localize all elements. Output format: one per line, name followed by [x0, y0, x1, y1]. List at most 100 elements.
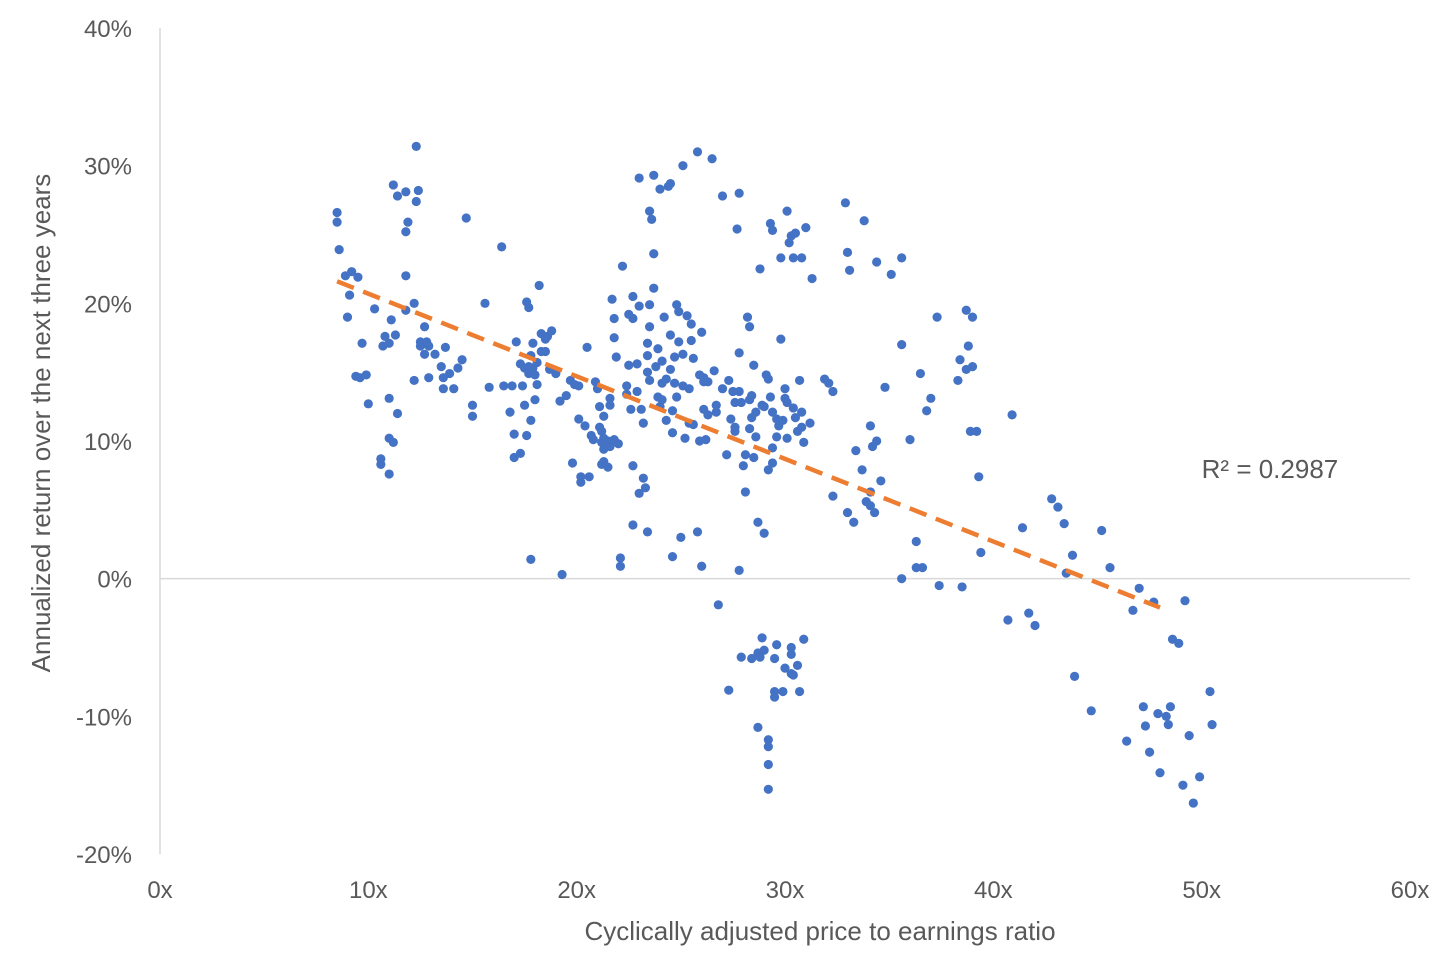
data-point	[759, 645, 769, 655]
data-point	[786, 649, 796, 659]
data-point	[628, 313, 638, 324]
data-point	[363, 399, 373, 409]
data-point	[934, 580, 944, 591]
data-point	[386, 315, 396, 325]
data-point	[522, 430, 532, 441]
data-point	[953, 375, 963, 386]
data-point	[344, 290, 355, 300]
data-point	[628, 461, 638, 471]
data-point	[636, 404, 646, 414]
data-point	[794, 375, 805, 386]
data-point	[763, 759, 773, 770]
data-point	[828, 386, 838, 397]
data-point	[1144, 747, 1155, 757]
data-point	[905, 435, 915, 445]
data-point	[734, 565, 744, 576]
data-point	[638, 418, 648, 428]
data-point	[613, 439, 623, 449]
data-point	[676, 532, 686, 542]
data-point	[667, 552, 678, 562]
data-point	[665, 330, 676, 340]
data-point	[453, 363, 463, 373]
data-point	[797, 407, 807, 417]
data-point	[1086, 706, 1096, 716]
data-point	[615, 561, 626, 571]
data-point	[747, 390, 757, 401]
data-point	[605, 393, 615, 403]
x-tick-label: 20x	[557, 877, 596, 904]
data-point	[794, 686, 805, 697]
data-point	[713, 600, 723, 610]
y-tick-label: 10%	[84, 429, 132, 456]
data-point	[897, 253, 907, 263]
data-point	[659, 312, 669, 322]
data-point	[1097, 525, 1107, 536]
data-point	[384, 338, 394, 348]
data-point	[594, 401, 605, 412]
data-point	[780, 663, 790, 673]
data-point	[524, 302, 534, 313]
data-point	[880, 382, 890, 392]
data-point	[782, 397, 792, 408]
data-point	[609, 313, 619, 324]
data-point	[763, 374, 773, 384]
data-point	[674, 337, 684, 347]
data-point	[976, 547, 986, 558]
data-point	[799, 634, 809, 644]
data-point	[1007, 410, 1017, 420]
data-point	[655, 184, 665, 194]
data-point	[697, 561, 707, 571]
data-point	[547, 326, 557, 336]
data-point	[674, 306, 684, 317]
data-point	[744, 322, 755, 332]
data-point	[628, 291, 638, 302]
data-point	[1178, 780, 1188, 790]
data-point	[1163, 719, 1173, 730]
data-point	[767, 407, 778, 417]
data-point	[897, 574, 907, 584]
data-point	[642, 338, 653, 348]
data-point	[751, 432, 761, 442]
data-point	[865, 421, 876, 431]
data-point	[692, 147, 703, 157]
data-point	[401, 187, 411, 197]
data-point	[1155, 768, 1165, 778]
data-point	[801, 223, 811, 233]
data-point	[1207, 719, 1217, 730]
data-point	[757, 633, 767, 643]
data-point	[782, 433, 792, 443]
data-point	[665, 364, 676, 375]
data-point	[797, 422, 807, 432]
data-point	[788, 253, 798, 263]
data-point	[561, 390, 571, 401]
data-point	[686, 335, 696, 346]
data-point	[1017, 523, 1028, 533]
data-point	[897, 340, 907, 350]
data-point	[430, 349, 440, 359]
data-point	[680, 433, 690, 443]
data-point	[517, 381, 528, 391]
data-point	[461, 213, 471, 223]
data-point	[661, 415, 671, 425]
data-point	[411, 141, 421, 151]
data-point	[332, 207, 342, 218]
data-point	[726, 414, 736, 424]
data-point	[859, 216, 869, 226]
data-point	[388, 180, 398, 190]
data-point	[703, 410, 713, 420]
data-point	[844, 265, 855, 275]
data-point	[872, 436, 882, 446]
data-point	[1165, 702, 1176, 712]
data-point	[769, 692, 780, 702]
data-point	[467, 400, 478, 410]
data-point	[842, 507, 853, 518]
data-point	[747, 653, 757, 664]
data-point	[617, 261, 628, 271]
data-point	[449, 384, 459, 394]
data-point	[380, 331, 390, 341]
data-point	[634, 301, 644, 311]
y-axis-title: Annualized return over the next three ye…	[26, 174, 56, 673]
data-point	[657, 395, 667, 405]
data-point	[701, 435, 711, 445]
x-tick-label: 30x	[766, 877, 805, 904]
